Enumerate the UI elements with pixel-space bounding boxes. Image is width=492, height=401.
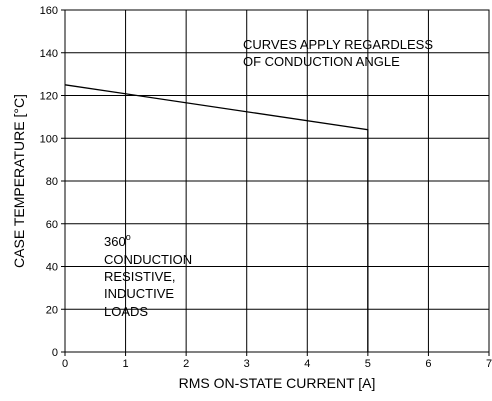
degree-symbol: o	[126, 232, 131, 242]
annotation-top-line-1: CURVES APPLY REGARDLESS	[243, 37, 433, 52]
y-tick-label: 60	[46, 219, 58, 231]
annotation-left: 360o CONDUCTION RESISTIVE, INDUCTIVE LOA…	[104, 232, 192, 319]
y-tick-label: 0	[52, 347, 58, 359]
x-tick-label: 7	[486, 358, 492, 370]
annotation-left-line-2: CONDUCTION	[104, 252, 192, 267]
annotation-left-line-3: RESISTIVE,	[104, 269, 176, 284]
y-tick-label: 40	[46, 262, 58, 274]
series-line	[64, 84, 369, 352]
series	[64, 84, 369, 352]
y-tick-label: 160	[40, 5, 58, 17]
annotation-left-line-5: LOADS	[104, 304, 148, 319]
y-tick-label: 20	[46, 304, 58, 316]
annotation-left-line-1: 360o	[104, 232, 131, 249]
annotation-top-line-2: OF CONDUCTION ANGLE	[243, 54, 400, 69]
annotation-deg-value: 360	[104, 234, 126, 249]
x-tick-label: 4	[304, 358, 310, 370]
y-tick-label: 120	[40, 91, 58, 103]
x-tick-label: 5	[365, 358, 371, 370]
x-tick-label: 0	[62, 358, 68, 370]
x-axis-title: RMS ON-STATE CURRENT [A]	[179, 375, 376, 391]
y-tick-label: 100	[40, 133, 58, 145]
annotation-top: CURVES APPLY REGARDLESS OF CONDUCTION AN…	[243, 37, 433, 69]
axis-ticks: 0 1 2 3 4 5 6 7 0 20 40 60 80 100 120 140 160	[40, 5, 492, 370]
y-tick-label: 140	[40, 48, 58, 60]
x-tick-label: 2	[183, 358, 189, 370]
y-tick-label: 80	[46, 176, 58, 188]
annotation-left-line-4: INDUCTIVE	[104, 286, 174, 301]
x-tick-label: 1	[123, 358, 129, 370]
y-axis-title: CASE TEMPERATURE [°C]	[11, 94, 27, 268]
x-tick-label: 6	[425, 358, 431, 370]
x-tick-label: 3	[244, 358, 250, 370]
